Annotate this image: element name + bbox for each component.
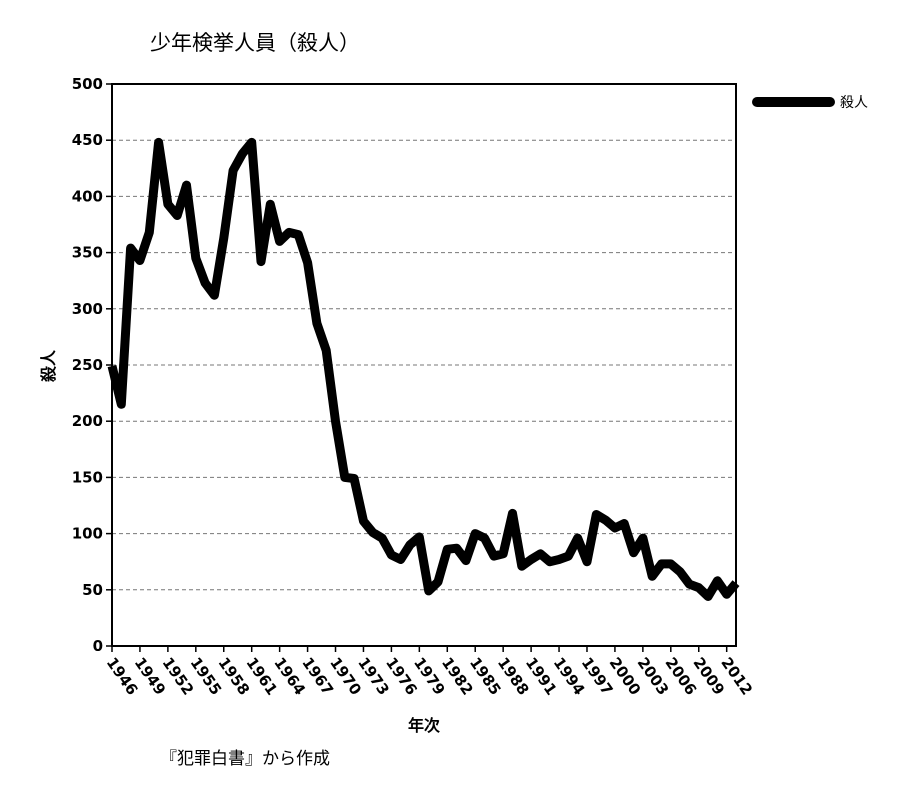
gridlines bbox=[112, 139, 736, 591]
data-point bbox=[223, 237, 225, 239]
y-tick-label: 400 bbox=[72, 187, 103, 205]
data-point bbox=[660, 563, 662, 565]
data-point bbox=[651, 575, 653, 577]
data-point bbox=[586, 561, 588, 563]
data-point bbox=[549, 561, 551, 563]
x-tick-label: 2012 bbox=[717, 654, 756, 699]
x-axis-title: 年次 bbox=[408, 716, 440, 735]
data-point bbox=[335, 420, 337, 422]
data-point bbox=[390, 554, 392, 556]
data-point bbox=[288, 231, 290, 233]
x-axis-ticks: 1946194919521955195819611964196719701973… bbox=[103, 646, 756, 698]
data-point bbox=[605, 519, 607, 521]
y-tick-label: 300 bbox=[72, 300, 103, 318]
data-point bbox=[521, 565, 523, 567]
data-point bbox=[353, 478, 355, 480]
data-point bbox=[167, 203, 169, 205]
series-line-0 bbox=[107, 137, 740, 601]
data-point bbox=[344, 476, 346, 478]
data-point bbox=[251, 141, 253, 143]
data-point bbox=[698, 587, 700, 589]
data-point bbox=[465, 560, 467, 562]
data-point bbox=[409, 544, 411, 546]
data-point bbox=[623, 522, 625, 524]
data-point bbox=[316, 322, 318, 324]
data-point bbox=[428, 590, 430, 592]
data-point bbox=[325, 349, 327, 351]
data-point bbox=[372, 531, 374, 533]
data-point bbox=[158, 141, 160, 143]
data-point bbox=[456, 547, 458, 549]
y-tick-label: 350 bbox=[72, 244, 103, 262]
source-note: 『犯罪白書』から作成 bbox=[160, 749, 330, 769]
data-point bbox=[670, 563, 672, 565]
data-point bbox=[148, 231, 150, 233]
data-point bbox=[502, 553, 504, 555]
data-point bbox=[633, 552, 635, 554]
data-point bbox=[642, 537, 644, 539]
data-point bbox=[381, 537, 383, 539]
data-point bbox=[707, 596, 709, 598]
data-point bbox=[139, 259, 141, 261]
data-point bbox=[735, 582, 737, 584]
data-point bbox=[186, 184, 188, 186]
data-point bbox=[679, 571, 681, 573]
data-point bbox=[213, 294, 215, 296]
y-tick-label: 100 bbox=[72, 525, 103, 543]
data-point bbox=[558, 558, 560, 560]
data-point bbox=[279, 240, 281, 242]
data-point bbox=[437, 581, 439, 583]
data-point bbox=[484, 537, 486, 539]
data-point bbox=[297, 234, 299, 236]
data-point bbox=[120, 403, 122, 405]
data-point bbox=[567, 555, 569, 557]
data-point bbox=[539, 553, 541, 555]
data-point bbox=[362, 520, 364, 522]
data-point bbox=[260, 261, 262, 263]
data-point bbox=[111, 365, 113, 367]
data-point bbox=[614, 527, 616, 529]
y-tick-label: 0 bbox=[93, 637, 103, 655]
y-tick-label: 150 bbox=[72, 468, 103, 486]
legend-label: 殺人 bbox=[840, 95, 868, 111]
y-tick-label: 500 bbox=[72, 75, 103, 93]
data-point bbox=[688, 583, 690, 585]
y-tick-label: 200 bbox=[72, 412, 103, 430]
data-point bbox=[130, 247, 132, 249]
data-point bbox=[577, 537, 579, 539]
data-point bbox=[726, 593, 728, 595]
data-point bbox=[511, 512, 513, 514]
data-point bbox=[195, 257, 197, 259]
data-point bbox=[474, 533, 476, 535]
y-axis-title: 殺人 bbox=[39, 349, 58, 383]
legend: 殺人 bbox=[752, 95, 868, 111]
data-point bbox=[204, 282, 206, 284]
y-tick-label: 250 bbox=[72, 356, 103, 374]
data-point bbox=[595, 513, 597, 515]
chart-title: 少年検挙人員（殺人） bbox=[150, 31, 360, 55]
data-point bbox=[716, 580, 718, 582]
data-point bbox=[241, 153, 243, 155]
data-point bbox=[307, 262, 309, 264]
y-tick-label: 50 bbox=[82, 581, 103, 599]
data-point bbox=[269, 203, 271, 205]
data-point bbox=[446, 548, 448, 550]
data-point bbox=[176, 215, 178, 217]
y-tick-label: 450 bbox=[72, 131, 103, 149]
series-layer bbox=[107, 137, 740, 601]
plot-area-frame bbox=[111, 83, 737, 647]
data-point bbox=[400, 558, 402, 560]
data-point bbox=[232, 170, 234, 172]
data-point bbox=[418, 536, 420, 538]
y-axis-ticks: 0 50 100 150 200 250 300 350 400 450 500 bbox=[72, 75, 112, 655]
data-point bbox=[493, 555, 495, 557]
data-point bbox=[530, 558, 532, 560]
